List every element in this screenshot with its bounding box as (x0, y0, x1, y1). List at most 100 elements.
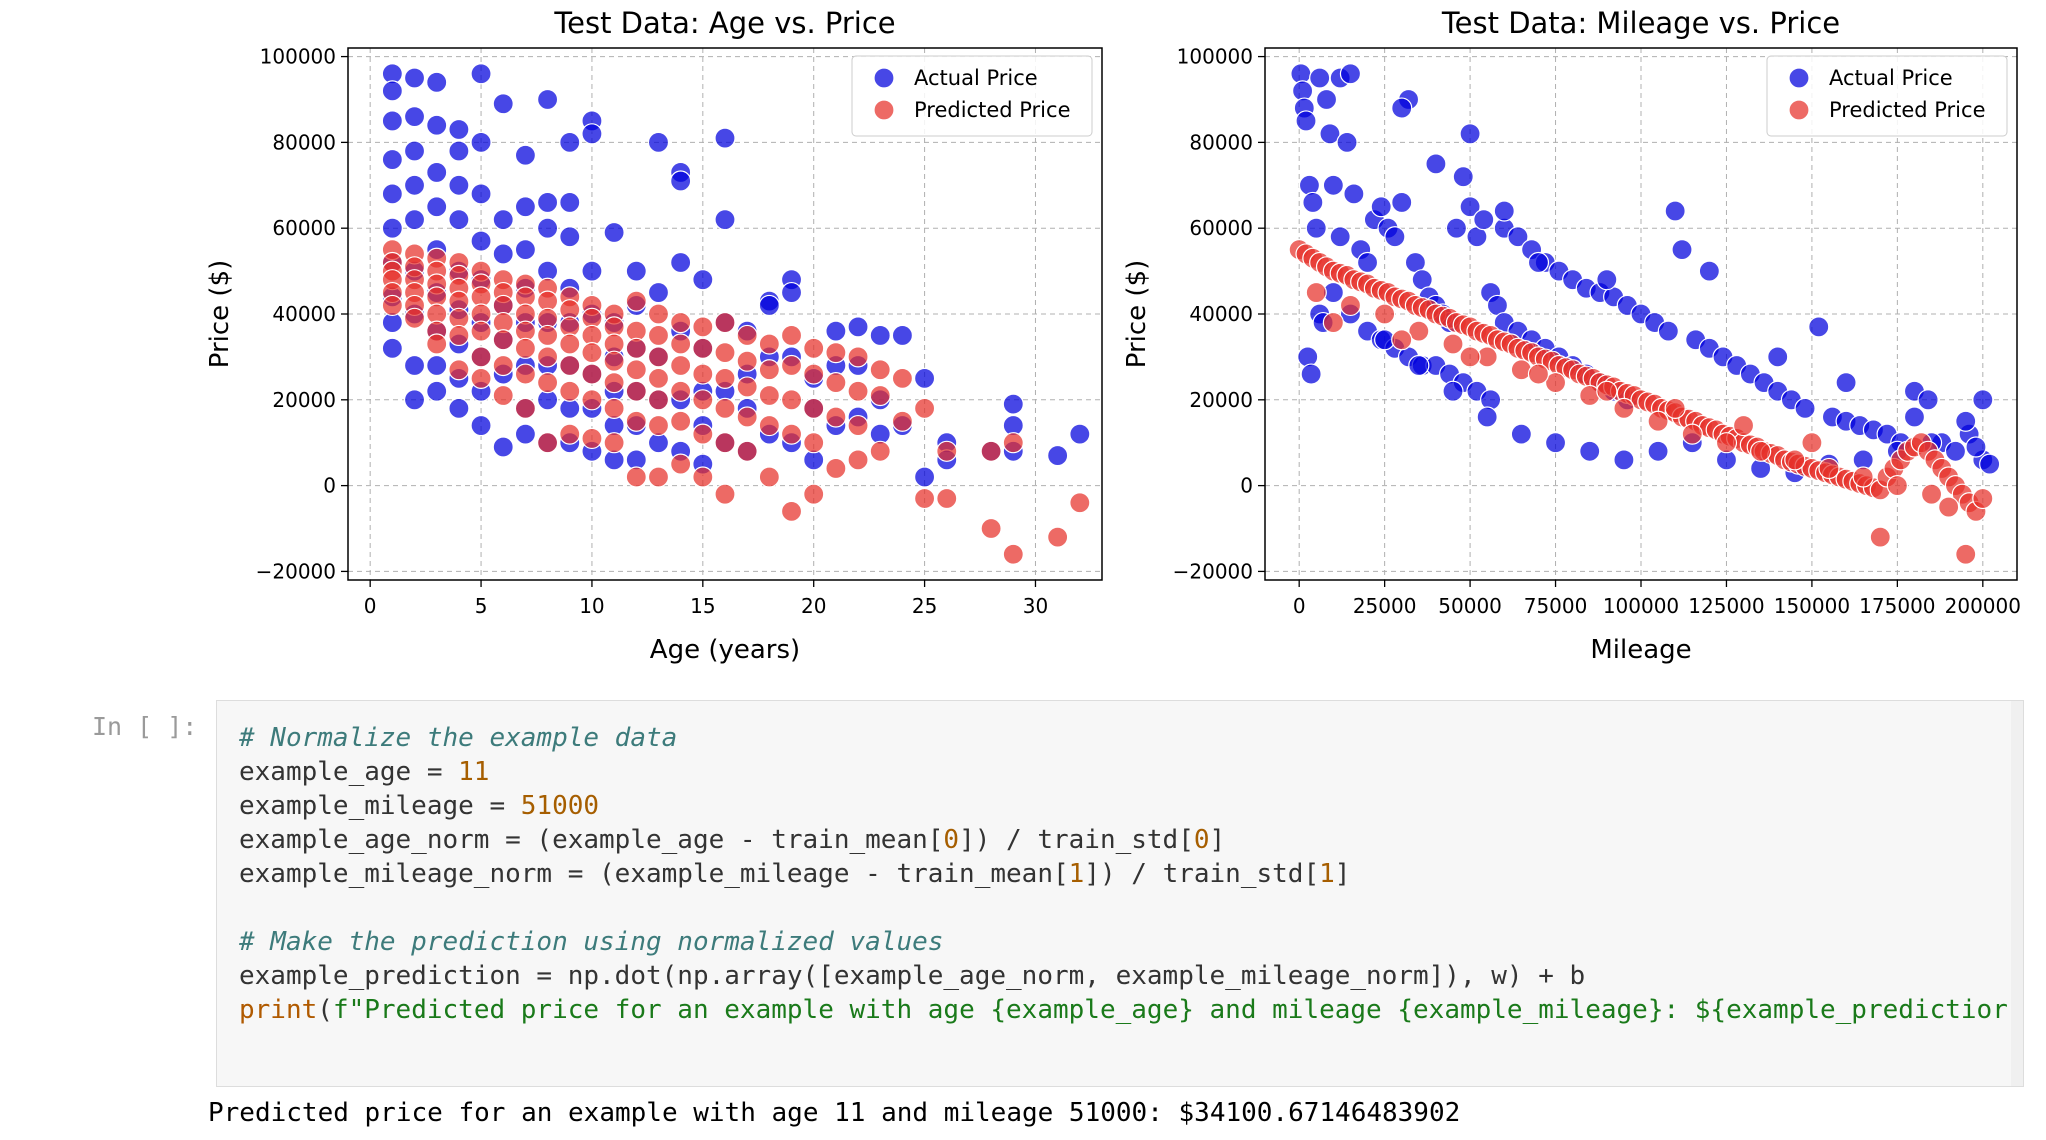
data-point (514, 239, 537, 261)
data-point (1391, 97, 1413, 119)
data-point (514, 423, 537, 445)
data-point (1886, 475, 1908, 497)
data-point (780, 423, 803, 445)
data-point (448, 209, 470, 231)
y-tick-label: 100000 (1177, 45, 1253, 69)
cell-output: Predicted price for an example with age … (208, 1098, 1461, 1128)
x-tick-label: 175000 (1859, 594, 1935, 618)
code-editor[interactable]: # Normalize the example data example_age … (239, 721, 2008, 1027)
data-point (1681, 423, 1703, 445)
series-predicted (1288, 239, 1994, 565)
data-point (1784, 449, 1806, 471)
legend-label: Actual Price (914, 66, 1038, 90)
x-tick-label: 100000 (1603, 594, 1679, 618)
legend-marker (1788, 67, 1810, 89)
data-point (1955, 410, 1977, 432)
data-point (714, 209, 736, 231)
data-point (448, 174, 470, 196)
legend-marker (1788, 99, 1810, 121)
data-point (1801, 432, 1823, 454)
data-point (470, 367, 492, 389)
data-point (758, 414, 780, 437)
code-line: # Make the prediction using normalized v… (239, 925, 2008, 959)
data-point (536, 324, 559, 347)
data-point (1384, 226, 1406, 248)
legend-marker (873, 67, 895, 89)
data-point (1510, 423, 1532, 445)
data-point (426, 354, 448, 377)
code-token: ]) / train_std[ (959, 825, 1194, 855)
code-token: ( (317, 995, 333, 1025)
data-point (1767, 346, 1789, 368)
data-point (1664, 200, 1686, 222)
data-point (780, 389, 803, 411)
data-point (1442, 333, 1464, 355)
data-point (492, 209, 514, 231)
data-point (1476, 406, 1498, 428)
legend: Actual Price Predicted Price (1766, 55, 2008, 137)
data-point (1544, 372, 1567, 394)
data-point (780, 354, 803, 377)
legend: Actual Price Predicted Price (851, 55, 1093, 137)
code-line: example_mileage = 51000 (239, 789, 2008, 823)
chart-2: 0 25000 50000 75000 100000 125000 150000 175000… (1122, 6, 2021, 665)
data-point (1647, 440, 1669, 462)
data-point (1322, 174, 1344, 196)
data-point (1295, 110, 1317, 132)
data-point (891, 324, 914, 347)
cell-scrollbar[interactable] (2011, 701, 2023, 1086)
y-tick-label: 20000 (1189, 388, 1253, 412)
data-point (980, 517, 1002, 540)
data-point (1391, 191, 1413, 214)
data-point (492, 243, 514, 265)
data-point (847, 316, 869, 338)
data-point (1972, 389, 1994, 411)
data-point (758, 333, 780, 355)
data-point (692, 389, 714, 411)
data-point (1657, 320, 1679, 342)
data-point (1647, 410, 1669, 432)
data-point (692, 363, 714, 385)
data-point (647, 389, 670, 411)
data-point (381, 183, 403, 205)
y-tick-label: 0 (323, 474, 336, 498)
data-point (825, 372, 847, 394)
data-point (1507, 226, 1529, 248)
data-point (581, 123, 603, 145)
data-point (1527, 363, 1550, 385)
data-point (514, 196, 537, 218)
code-token: f"Predicted price for an example with ag… (332, 995, 2008, 1025)
data-point (581, 389, 603, 411)
data-point (670, 453, 692, 475)
x-tick-label: 0 (364, 594, 377, 618)
y-tick-label: 80000 (272, 130, 336, 154)
data-point (692, 337, 714, 359)
data-point (1408, 354, 1430, 377)
data-point (647, 303, 670, 325)
data-point (403, 354, 426, 377)
data-point (426, 161, 448, 184)
data-point (559, 191, 581, 214)
data-point (559, 333, 581, 355)
data-point (647, 466, 670, 488)
legend-box (851, 55, 1093, 137)
x-tick-label: 0 (1293, 594, 1306, 618)
data-point (1938, 496, 1960, 518)
data-point (1852, 466, 1874, 488)
data-point (381, 80, 403, 102)
data-point (869, 440, 891, 462)
y-tick-label: 60000 (272, 216, 336, 240)
data-point (1579, 440, 1601, 462)
data-point (758, 359, 780, 381)
data-point (1917, 389, 1939, 411)
data-point (426, 114, 448, 136)
data-point (403, 307, 426, 329)
data-point (825, 342, 847, 364)
data-point (1391, 329, 1413, 351)
data-point (1322, 311, 1344, 334)
data-point (403, 209, 426, 231)
code-cell[interactable]: # Normalize the example data example_age … (216, 700, 2024, 1087)
data-point (803, 363, 825, 385)
data-point (1452, 166, 1474, 188)
data-point (1319, 123, 1341, 145)
